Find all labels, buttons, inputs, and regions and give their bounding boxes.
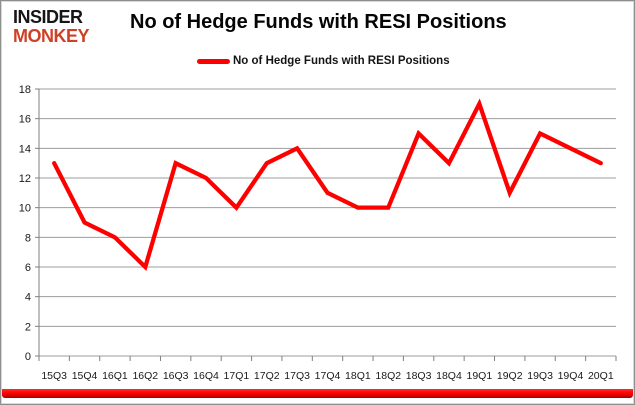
x-axis-label: 16Q1 [102,370,128,382]
y-axis-label: 12 [19,173,31,185]
y-axis-label: 0 [25,351,31,363]
y-axis-label: 4 [25,292,31,304]
y-axis-label: 2 [25,321,31,333]
chart-title: No of Hedge Funds with RESI Positions [130,11,507,33]
y-axis-label: 10 [19,203,31,215]
x-axis-label: 19Q3 [527,370,553,382]
x-axis-label: 17Q4 [315,370,341,382]
x-axis-label: 18Q3 [406,370,432,382]
legend-label: No of Hedge Funds with RESI Positions [233,55,450,67]
x-axis-label: 19Q2 [497,370,523,382]
x-axis-label: 15Q4 [72,370,98,382]
x-axis-label: 20Q1 [588,370,614,382]
x-axis-label: 19Q1 [466,370,492,382]
y-axis-label: 8 [25,232,31,244]
x-axis-label: 18Q4 [436,370,462,382]
data-line-series [52,98,603,271]
x-axis-label: 17Q3 [284,370,310,382]
x-axis-label: 16Q2 [132,370,158,382]
x-axis-label: 17Q2 [254,370,280,382]
logo-line-insider: INSIDER [13,7,83,27]
legend: No of Hedge Funds with RESI Positions [197,53,450,69]
x-axis-label: 16Q4 [193,370,219,382]
y-axis-label: 18 [19,84,31,96]
y-axis-label: 6 [25,262,31,274]
x-axis-label: 18Q2 [375,370,401,382]
bottom-red-bar [2,389,633,398]
x-axis-label: 19Q4 [558,370,584,382]
y-axis-label: 16 [19,114,31,126]
logo-line-monkey: MONKEY [13,26,90,46]
x-axis-label: 16Q3 [163,370,189,382]
x-axis-label: 18Q1 [345,370,371,382]
x-axis-label: 17Q1 [224,370,250,382]
y-axis-label: 14 [19,143,31,155]
legend-line-marker-icon [197,58,230,64]
insider-monkey-logo: INSIDER MONKEY [13,7,90,46]
x-axis-label: 15Q3 [41,370,67,382]
